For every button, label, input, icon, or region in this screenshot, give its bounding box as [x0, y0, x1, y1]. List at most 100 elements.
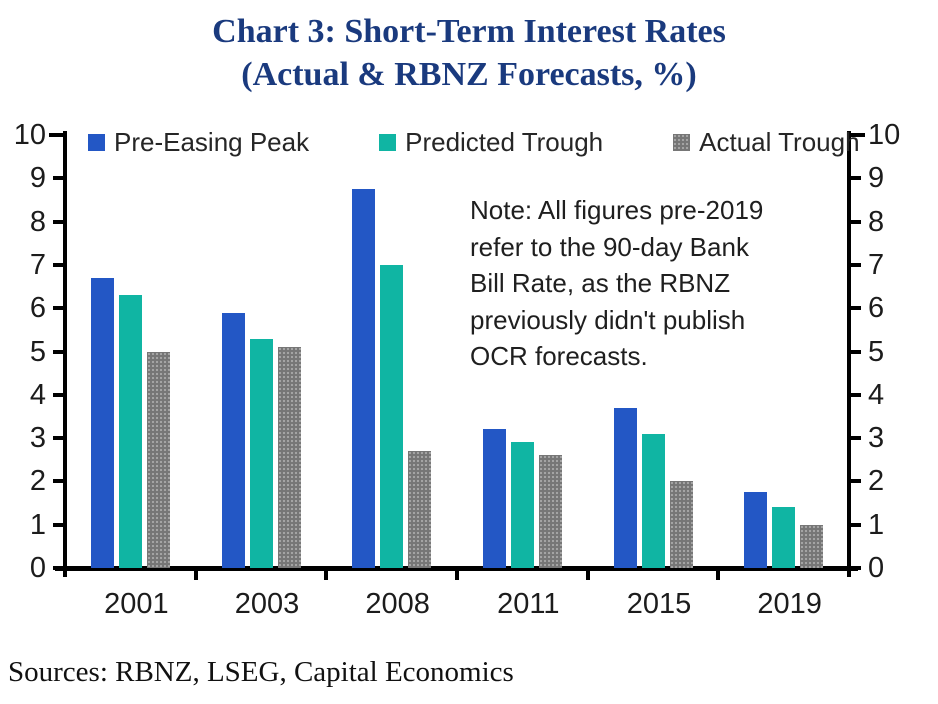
y-axis-left-line: [63, 131, 67, 577]
sources-line: Sources: RBNZ, LSEG, Capital Economics: [8, 656, 514, 688]
bar-group-2011: [457, 135, 588, 568]
legend-item-pre-easing-peak: Pre-Easing Peak: [88, 127, 309, 158]
x-label-2003: 2003: [234, 588, 300, 620]
y-label-left-9: 9: [29, 162, 46, 195]
y-label-right-2: 2: [868, 465, 885, 498]
y-label-left-5: 5: [29, 335, 46, 368]
y-label-right-8: 8: [868, 205, 885, 238]
y-label-right-1: 1: [868, 508, 885, 541]
note-line-5: OCR forecasts.: [470, 341, 648, 371]
y-tick-left-8: [53, 219, 63, 224]
legend-swatch-icon: [88, 134, 105, 151]
legend-item-actual-trough: Actual Trough: [673, 127, 860, 158]
y-tick-left-3: [53, 436, 63, 441]
bar-pre-easing-peak-2015: [613, 407, 637, 568]
x-label-2001: 2001: [104, 588, 169, 620]
y-tick-right-9: [851, 176, 861, 181]
y-label-right-7: 7: [868, 248, 885, 281]
y-tick-right-3: [851, 436, 861, 441]
x-label-2011: 2011: [497, 588, 560, 620]
y-label-right-4: 4: [868, 378, 885, 411]
y-tick-left-6: [53, 306, 63, 311]
bar-group-2001: [65, 135, 196, 568]
x-label-2008: 2008: [365, 588, 430, 620]
y-tick-right-2: [851, 479, 861, 484]
bar-pre-easing-peak-2019: [744, 492, 768, 568]
y-tick-right-4: [851, 392, 861, 397]
bar-actual-trough-2003: [277, 347, 301, 568]
y-tick-left-7: [53, 262, 63, 267]
y-tick-left-4: [53, 392, 63, 397]
chart-title-line1: Chart 3: Short-Term Interest Rates: [212, 13, 726, 50]
y-tick-right-5: [851, 349, 861, 354]
bar-predicted-trough-2003: [249, 338, 273, 568]
bar-predicted-trough-2008: [380, 264, 404, 568]
legend-label: Actual Trough: [699, 127, 860, 157]
y-tick-left-1: [53, 522, 63, 527]
bar-actual-trough-2008: [408, 451, 432, 568]
y-tick-right-10: [851, 133, 865, 137]
legend-label: Predicted Trough: [405, 127, 604, 157]
x-label-2019: 2019: [757, 588, 822, 620]
y-tick-right-7: [851, 262, 861, 267]
note-line-1: Note: All figures pre-2019: [470, 195, 764, 225]
note-line-3: Bill Rate, as the RBNZ: [470, 268, 731, 298]
bar-pre-easing-peak-2008: [352, 189, 376, 568]
y-label-left-7: 7: [29, 248, 46, 281]
y-label-left-1: 1: [29, 508, 46, 541]
legend-item-predicted-trough: Predicted Trough: [379, 127, 603, 158]
y-tick-left-9: [53, 176, 63, 181]
y-label-right-5: 5: [868, 335, 885, 368]
y-tick-left-10: [49, 133, 63, 137]
bar-predicted-trough-2019: [772, 507, 796, 568]
bar-group-2019: [718, 135, 849, 568]
y-label-left-6: 6: [29, 292, 46, 325]
x-tick-2: [324, 568, 329, 580]
x-tick-4: [585, 568, 590, 580]
x-label-2015: 2015: [626, 588, 692, 620]
y-label-right-9: 9: [868, 162, 885, 195]
x-tick-5: [716, 568, 721, 580]
bar-group-2003: [196, 135, 327, 568]
y-label-left-3: 3: [29, 422, 46, 455]
bar-predicted-trough-2001: [118, 295, 142, 568]
y-label-right-0: 0: [868, 552, 885, 584]
x-tick-3: [455, 568, 459, 580]
bar-actual-trough-2011: [538, 455, 562, 568]
y-label-left-2: 2: [29, 465, 46, 498]
bar-actual-trough-2019: [800, 524, 824, 568]
note-line-4: previously didn't publish: [470, 304, 746, 335]
x-tick-1: [193, 568, 198, 580]
legend-label: Pre-Easing Peak: [114, 127, 310, 157]
y-tick-right-1: [851, 522, 861, 527]
y-tick-left-2: [53, 479, 63, 484]
plot-area: [65, 135, 849, 568]
legend: Pre-Easing Peak Predicted Trough Actual Tr…: [88, 127, 860, 158]
legend-swatch-icon: [379, 134, 397, 151]
y-tick-right-8: [851, 219, 861, 224]
y-label-left-0: 0: [29, 552, 46, 584]
bar-pre-easing-peak-2003: [221, 312, 245, 568]
bar-pre-easing-peak-2001: [90, 277, 114, 568]
y-tick-right-0: [851, 566, 861, 570]
bar-group-2008: [326, 135, 457, 568]
y-label-left-8: 8: [29, 205, 46, 238]
note-line-2: refer to the 90-day Bank: [470, 231, 749, 262]
bar-pre-easing-peak-2011: [482, 429, 506, 568]
bar-actual-trough-2015: [669, 481, 693, 568]
bar-actual-trough-2001: [146, 351, 170, 568]
y-axis-right-line: [847, 131, 851, 577]
y-tick-left-0: [53, 566, 63, 570]
y-label-right-6: 6: [868, 292, 885, 325]
bar-predicted-trough-2011: [510, 442, 534, 568]
y-label-left-10: 10: [13, 119, 46, 151]
bar-group-2015: [588, 135, 719, 568]
bar-predicted-trough-2015: [641, 433, 665, 568]
legend-swatch-icon: [673, 134, 691, 151]
y-tick-right-6: [851, 306, 861, 311]
y-tick-left-5: [53, 349, 63, 354]
y-label-right-10: 10: [868, 119, 901, 151]
y-label-left-4: 4: [29, 378, 46, 411]
chart-note: Note: All figures pre-2019 refer to the 9…: [470, 192, 870, 375]
